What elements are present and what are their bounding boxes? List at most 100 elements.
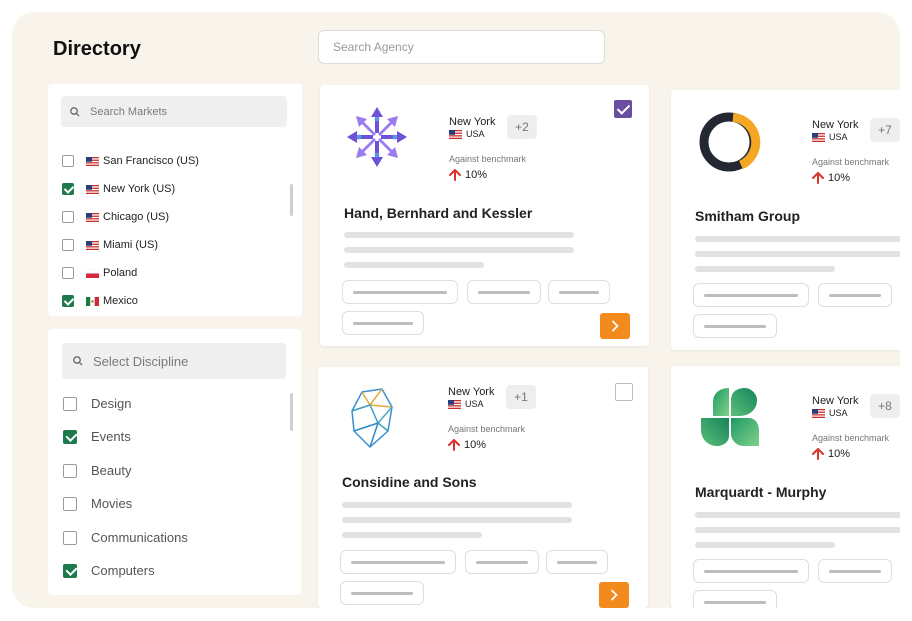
search-icon bbox=[72, 355, 84, 367]
tag-placeholder bbox=[693, 590, 777, 608]
discipline-checkbox[interactable] bbox=[63, 429, 77, 444]
tag-placeholder bbox=[546, 550, 608, 574]
markets-scrollbar[interactable] bbox=[290, 184, 293, 216]
agency-country: USA bbox=[449, 129, 485, 139]
discipline-checkbox[interactable] bbox=[63, 496, 77, 511]
agency-name[interactable]: Considine and Sons bbox=[342, 474, 477, 490]
discipline-checkbox[interactable] bbox=[63, 530, 77, 545]
agency-country-label: USA bbox=[466, 129, 485, 139]
agency-city: New York bbox=[449, 116, 496, 128]
discipline-checkbox[interactable] bbox=[63, 563, 77, 578]
discipline-item-computers[interactable]: Computers bbox=[63, 563, 155, 578]
discipline-search-placeholder: Select Discipline bbox=[93, 353, 189, 369]
more-markets-badge[interactable]: +7 bbox=[870, 118, 900, 142]
discipline-label: Beauty bbox=[91, 463, 132, 478]
description-placeholder-line bbox=[695, 251, 900, 257]
market-item-chicago[interactable]: Chicago (US) bbox=[62, 211, 169, 223]
market-item-san-francisco[interactable]: San Francisco (US) bbox=[62, 155, 199, 167]
arrow-up-icon bbox=[812, 172, 824, 184]
discipline-item-events[interactable]: Events bbox=[63, 429, 131, 444]
agency-card[interactable]: New York USA +7 Against benchmark 10% Sm… bbox=[671, 90, 900, 350]
benchmark-label: Against benchmark bbox=[449, 154, 527, 164]
discipline-scrollbar[interactable] bbox=[290, 393, 293, 431]
tag-placeholder bbox=[465, 550, 539, 574]
us-flag-icon bbox=[86, 156, 99, 166]
agency-country-label: USA bbox=[829, 408, 848, 418]
market-item-new-york[interactable]: New York (US) bbox=[62, 183, 175, 195]
markets-search-input[interactable]: Search Markets bbox=[61, 96, 287, 127]
benchmark-value-label: 10% bbox=[465, 169, 488, 181]
chevron-right-icon bbox=[611, 589, 618, 601]
agency-search-input[interactable]: Search Agency bbox=[318, 30, 605, 64]
tag-placeholder bbox=[342, 311, 424, 335]
market-label: Mexico bbox=[103, 295, 138, 307]
arrow-up-icon bbox=[449, 169, 461, 181]
agency-name[interactable]: Marquardt - Murphy bbox=[695, 484, 827, 500]
description-placeholder-line bbox=[695, 542, 835, 548]
description-placeholder-line bbox=[695, 236, 900, 242]
tag-placeholder bbox=[693, 283, 809, 307]
market-label: New York (US) bbox=[103, 183, 176, 195]
description-placeholder-line bbox=[695, 266, 835, 272]
benchmark-label: Against benchmark bbox=[812, 157, 890, 167]
purple-arrows-logo-icon bbox=[345, 105, 409, 174]
description-placeholder-line bbox=[342, 532, 482, 538]
description-placeholder-line bbox=[342, 517, 572, 523]
us-flag-icon bbox=[812, 408, 825, 418]
discipline-item-communications[interactable]: Communications bbox=[63, 530, 188, 545]
discipline-item-movies[interactable]: Movies bbox=[63, 496, 132, 511]
description-placeholder-line bbox=[344, 232, 574, 238]
market-checkbox[interactable] bbox=[62, 267, 74, 279]
us-flag-icon bbox=[812, 132, 825, 142]
tag-placeholder bbox=[818, 559, 892, 583]
tag-placeholder bbox=[693, 559, 809, 583]
market-item-miami[interactable]: Miami (US) bbox=[62, 239, 158, 251]
description-placeholder-line bbox=[342, 502, 572, 508]
more-markets-badge[interactable]: +1 bbox=[506, 385, 536, 409]
directory-frame: Directory Search Agency Search Markets S… bbox=[12, 12, 900, 608]
discipline-checkbox[interactable] bbox=[63, 463, 77, 478]
market-item-poland[interactable]: Poland bbox=[62, 267, 137, 279]
tag-placeholder bbox=[548, 280, 610, 304]
open-agency-button[interactable] bbox=[599, 582, 629, 608]
more-markets-badge[interactable]: +2 bbox=[507, 115, 537, 139]
us-flag-icon bbox=[86, 212, 99, 222]
us-flag-icon bbox=[86, 240, 99, 250]
market-checkbox[interactable] bbox=[62, 295, 74, 307]
agency-city: New York bbox=[812, 395, 859, 407]
benchmark-value-label: 10% bbox=[464, 439, 487, 451]
market-checkbox[interactable] bbox=[62, 239, 74, 251]
agency-country: USA bbox=[448, 399, 484, 409]
market-checkbox[interactable] bbox=[62, 183, 74, 195]
tag-placeholder bbox=[818, 283, 892, 307]
agency-card[interactable]: New York USA +1 Against benchmark 10% Co… bbox=[318, 367, 648, 608]
market-label: Chicago (US) bbox=[103, 211, 170, 223]
description-placeholder-line bbox=[344, 262, 484, 268]
mexico-flag-icon bbox=[86, 296, 99, 306]
discipline-search-input[interactable]: Select Discipline bbox=[62, 343, 286, 379]
discipline-label: Computers bbox=[91, 563, 155, 578]
agency-card[interactable]: New York USA +2 Against benchmark 10% Ha… bbox=[320, 85, 649, 346]
open-agency-button[interactable] bbox=[600, 313, 630, 339]
agency-select-checkbox[interactable] bbox=[614, 100, 632, 118]
agency-name[interactable]: Smitham Group bbox=[695, 208, 801, 224]
markets-filter-panel: Search Markets San Francisco (US) New Yo… bbox=[48, 84, 302, 316]
market-item-mexico[interactable]: Mexico bbox=[62, 295, 138, 307]
tag-placeholder bbox=[342, 280, 458, 304]
market-label: Miami (US) bbox=[103, 239, 158, 251]
discipline-label: Movies bbox=[91, 496, 133, 511]
agency-city: New York bbox=[812, 119, 859, 131]
discipline-item-design[interactable]: Design bbox=[63, 396, 131, 411]
discipline-item-beauty[interactable]: Beauty bbox=[63, 463, 131, 478]
tag-placeholder bbox=[467, 280, 541, 304]
discipline-label: Communications bbox=[91, 530, 188, 545]
more-markets-badge[interactable]: +8 bbox=[870, 394, 900, 418]
market-checkbox[interactable] bbox=[62, 211, 74, 223]
agency-select-checkbox[interactable] bbox=[615, 383, 633, 401]
page-title: Directory bbox=[53, 38, 141, 60]
discipline-checkbox[interactable] bbox=[63, 396, 77, 411]
agency-card[interactable]: New York USA +8 Against benchmark 10% Ma… bbox=[671, 366, 900, 608]
arrow-up-icon bbox=[812, 448, 824, 460]
market-checkbox[interactable] bbox=[62, 155, 74, 167]
agency-name[interactable]: Hand, Bernhard and Kessler bbox=[344, 205, 533, 221]
